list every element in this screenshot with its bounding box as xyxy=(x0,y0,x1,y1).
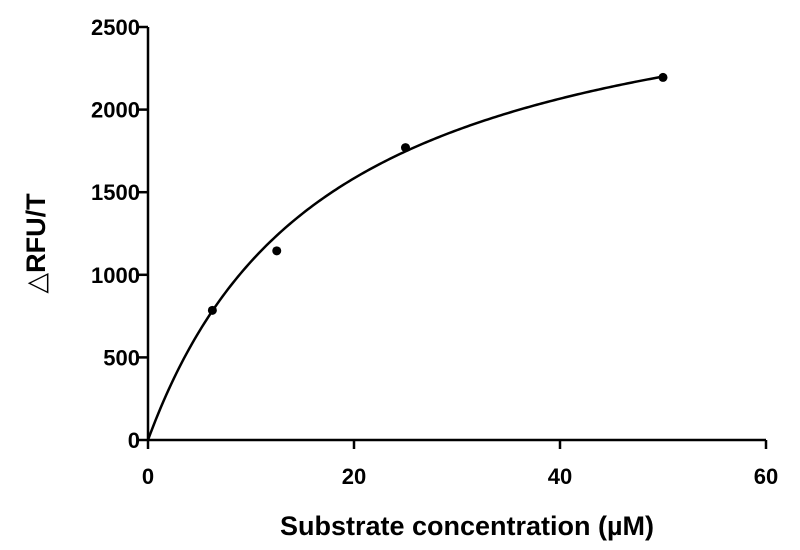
x-axis-title: Substrate concentration (µM) xyxy=(280,511,654,541)
y-tick-label: 1000 xyxy=(91,263,140,288)
y-axis-title: △RFU/T xyxy=(21,193,51,294)
data-point xyxy=(658,72,668,82)
y-tick-label: 2000 xyxy=(91,98,140,123)
y-axis-ticks: 0 500 1000 1500 2000 2500 xyxy=(91,15,148,453)
x-axis-ticks: 0 20 40 60 xyxy=(142,440,778,489)
data-point xyxy=(207,305,217,315)
x-tick-label: 60 xyxy=(754,464,778,489)
y-tick-label: 500 xyxy=(103,345,140,370)
y-tick-label: 2500 xyxy=(91,15,140,40)
data-points xyxy=(207,72,668,315)
axes xyxy=(146,27,766,442)
data-point xyxy=(401,143,410,153)
x-tick-label: 0 xyxy=(142,464,154,489)
x-tick-label: 40 xyxy=(548,464,572,489)
x-tick-label: 20 xyxy=(342,464,366,489)
y-tick-label: 0 xyxy=(128,428,140,453)
fit-curve xyxy=(146,75,664,441)
data-point xyxy=(272,246,282,256)
y-tick-label: 1500 xyxy=(91,180,140,205)
